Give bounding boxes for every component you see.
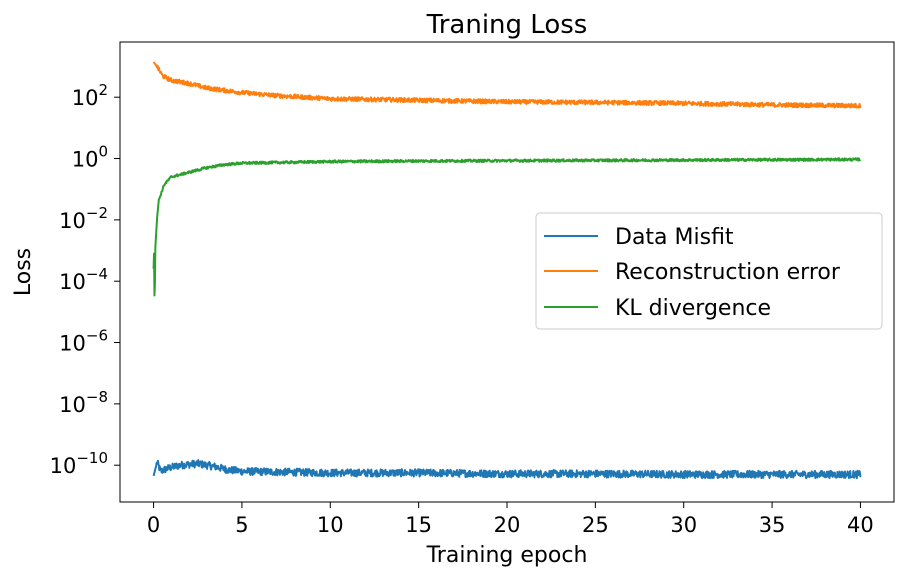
x-tick-label: 5 — [235, 513, 248, 537]
x-tick-label: 35 — [759, 513, 786, 537]
y-tick-label: 100 — [72, 143, 108, 172]
y-tick-base: 10 — [72, 86, 99, 110]
legend-label-reconstruction-error: Reconstruction error — [615, 260, 841, 285]
y-tick-label: 10−10 — [50, 449, 108, 478]
y-tick-label: 10−2 — [59, 204, 108, 233]
plot-lines — [152, 61, 862, 480]
x-tick-label: 15 — [405, 513, 432, 537]
y-tick-label: 10−8 — [59, 388, 108, 417]
y-tick-base: 10 — [59, 209, 86, 233]
x-tick-label: 25 — [582, 513, 609, 537]
y-axis-label: Loss — [11, 248, 36, 296]
y-tick-base: 10 — [59, 332, 86, 356]
legend: Data Misfit Reconstruction error KL dive… — [535, 212, 883, 330]
x-tick-label: 30 — [670, 513, 697, 537]
y-tick-exponent: −8 — [86, 388, 108, 406]
series-line-2 — [152, 157, 862, 297]
y-tick-base: 10 — [72, 148, 99, 172]
y-tick-base: 10 — [59, 393, 86, 417]
y-tick-exponent: 2 — [98, 81, 108, 99]
series-line-0 — [152, 459, 862, 480]
x-tick-label: 0 — [147, 513, 160, 537]
x-axis-label: Training epoch — [426, 543, 588, 568]
x-tick-label: 20 — [494, 513, 521, 537]
y-tick-label: 10−4 — [59, 265, 108, 294]
series-line-1 — [152, 61, 862, 109]
legend-label-kl-divergence: KL divergence — [615, 296, 771, 321]
y-tick-exponent: −10 — [76, 449, 108, 467]
y-tick-exponent: −2 — [86, 204, 108, 222]
y-tick-base: 10 — [59, 270, 86, 294]
y-tick-base: 10 — [50, 454, 77, 478]
y-tick-label: 10−6 — [59, 327, 108, 356]
y-tick-label: 102 — [72, 81, 108, 110]
y-tick-exponent: −6 — [86, 327, 108, 345]
chart-title: Traning Loss — [426, 10, 588, 40]
y-tick-exponent: −4 — [86, 265, 108, 283]
legend-label-data-misfit: Data Misfit — [615, 225, 734, 250]
x-axis-ticks: 0 5 10 15 20 25 30 35 40 — [147, 502, 874, 537]
y-tick-exponent: 0 — [98, 143, 108, 161]
x-tick-label: 40 — [847, 513, 874, 537]
legend-box — [535, 212, 883, 330]
x-tick-label: 10 — [317, 513, 344, 537]
